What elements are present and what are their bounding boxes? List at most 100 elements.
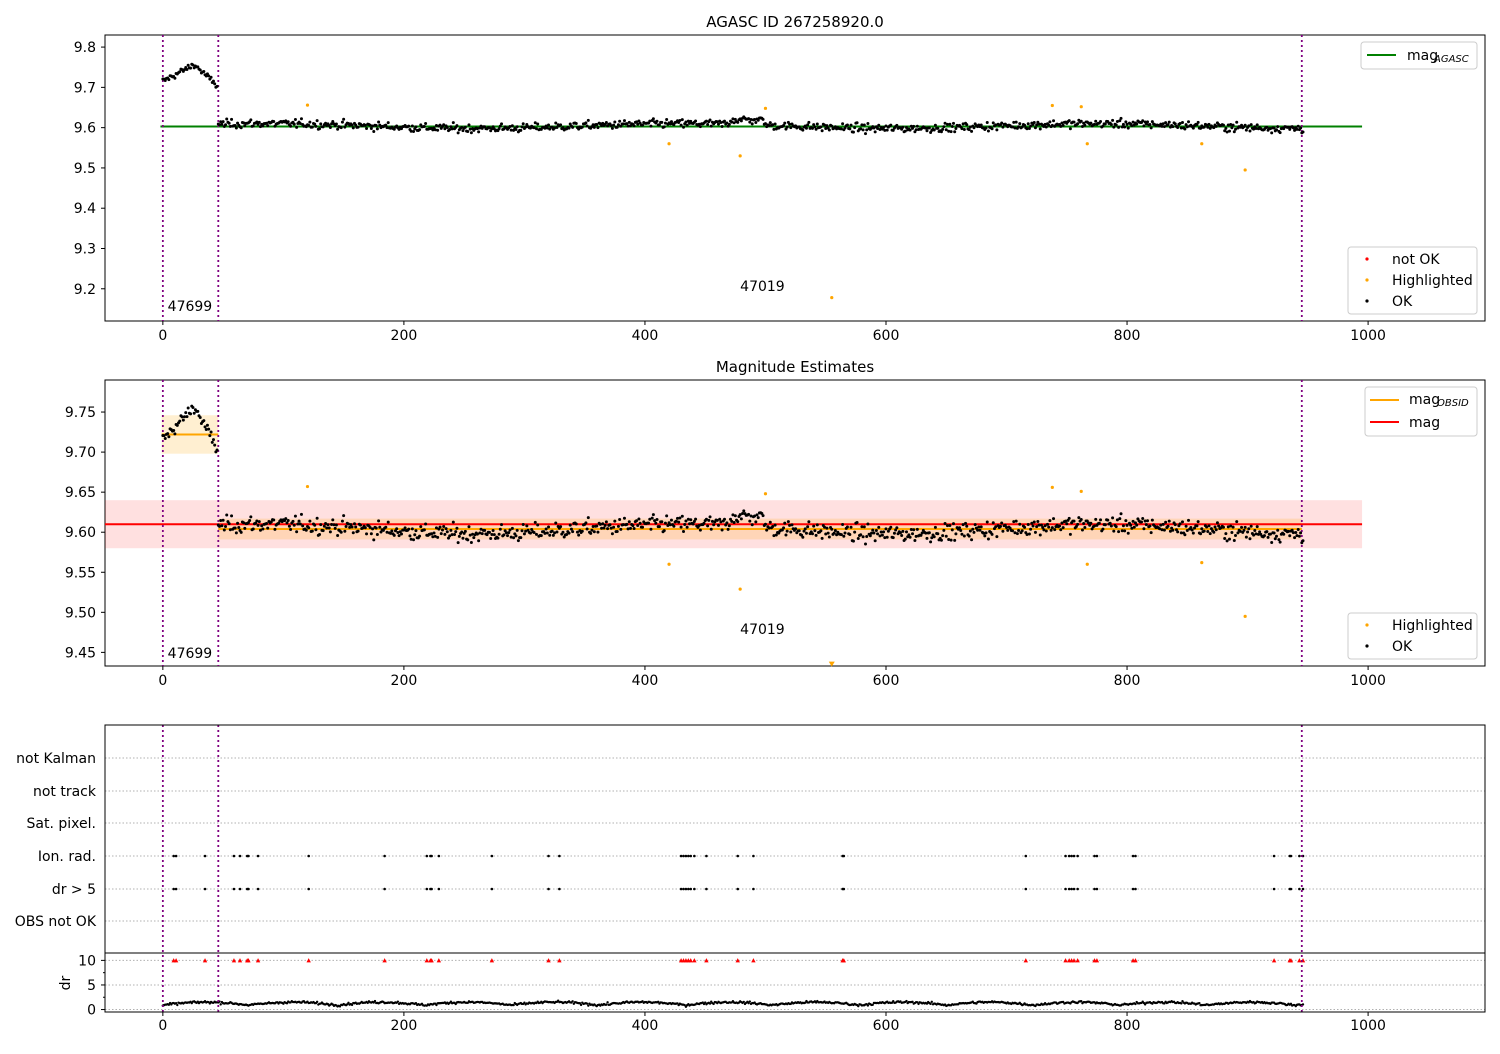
dr-point — [605, 1003, 608, 1006]
ok-point — [585, 124, 589, 128]
dr-offscale-marker — [1063, 958, 1068, 963]
ok-point — [898, 531, 902, 535]
ok-point — [1130, 124, 1134, 128]
ok-point — [1254, 126, 1258, 130]
dr-point — [347, 1001, 350, 1005]
ok-point — [904, 125, 908, 129]
dr-point — [606, 1001, 609, 1004]
ok-point — [824, 532, 828, 536]
ok-point — [649, 527, 653, 531]
ok-point — [297, 519, 301, 523]
ok-point — [907, 533, 911, 537]
ok-point — [547, 525, 551, 529]
ok-point — [991, 521, 995, 525]
ok-point — [761, 117, 765, 121]
ok-point — [225, 117, 229, 121]
ok-point — [532, 126, 536, 130]
flag-mark — [682, 854, 685, 858]
flag-mark — [752, 854, 755, 858]
ok-point — [862, 525, 866, 529]
ok-point — [374, 526, 378, 530]
ok-point — [1079, 518, 1083, 522]
ok-point — [925, 129, 929, 133]
dr-offscale-marker — [489, 958, 495, 963]
ok-point — [273, 527, 277, 531]
dr-point — [578, 1002, 582, 1005]
ok-point — [1129, 523, 1133, 527]
ok-point — [251, 527, 255, 531]
ok-point — [586, 516, 590, 520]
ok-point — [655, 518, 659, 522]
ok-point — [1249, 123, 1253, 127]
highlighted-point — [305, 484, 310, 489]
ok-point — [443, 127, 447, 131]
ok-point — [936, 126, 940, 130]
ok-point — [469, 540, 473, 544]
ok-point — [860, 123, 864, 127]
ok-point — [1033, 126, 1037, 130]
ok-point — [390, 529, 394, 533]
ok-point — [1183, 127, 1187, 131]
ok-point — [691, 522, 695, 526]
ok-point — [924, 531, 928, 535]
ok-point — [1173, 523, 1177, 527]
ok-point — [211, 438, 215, 442]
dr-point — [748, 1000, 752, 1003]
ok-point — [584, 121, 588, 125]
ok-point — [954, 532, 958, 536]
ok-point — [884, 124, 888, 128]
ok-point — [1130, 526, 1134, 530]
ok-point — [954, 126, 958, 130]
ok-point — [708, 118, 712, 122]
ok-point — [1290, 528, 1294, 532]
ok-point — [944, 534, 948, 538]
ok-point — [1015, 532, 1019, 536]
ok-point — [1291, 531, 1295, 535]
ok-point — [1294, 530, 1298, 534]
ok-point — [374, 124, 378, 128]
ok-point — [970, 129, 974, 133]
ok-point — [804, 531, 808, 535]
ok-point — [339, 530, 343, 534]
ok-point — [1053, 528, 1057, 532]
y-tick-label: 9.55 — [65, 565, 96, 581]
highlighted-point — [1200, 561, 1204, 565]
ok-point — [215, 448, 219, 452]
ok-point — [1038, 127, 1042, 131]
ok-point — [385, 530, 389, 534]
dr-point — [1198, 1001, 1201, 1005]
ok-point — [756, 516, 760, 520]
ok-point — [1225, 539, 1229, 543]
ok-point — [460, 530, 464, 534]
ok-point — [731, 513, 735, 517]
dr-offscale-marker — [424, 958, 429, 963]
ok-point — [461, 536, 465, 540]
ok-point — [849, 525, 853, 529]
ok-point — [205, 423, 209, 427]
ok-point — [1209, 527, 1213, 531]
flag-mark — [425, 854, 429, 858]
ok-point — [959, 529, 963, 533]
ok-point — [1148, 524, 1152, 528]
ok-point — [1208, 532, 1212, 536]
ok-point — [1112, 529, 1116, 533]
ok-point — [1079, 119, 1083, 123]
ok-point — [219, 518, 223, 522]
ok-point — [704, 517, 708, 521]
ok-point — [1032, 120, 1036, 124]
ok-point — [736, 120, 740, 124]
ok-point — [1106, 518, 1110, 522]
ok-point — [1296, 528, 1300, 532]
ok-point — [524, 125, 528, 129]
flag-mark — [1093, 854, 1096, 858]
dr-offscale-marker — [436, 958, 442, 963]
ok-point — [947, 129, 951, 133]
ok-point — [444, 527, 448, 531]
ok-point — [823, 525, 827, 529]
dr-point — [930, 1000, 933, 1004]
ok-point — [950, 528, 954, 532]
flag-mark — [307, 854, 310, 858]
ok-point — [739, 517, 743, 521]
ok-point — [509, 535, 513, 539]
ok-point — [202, 419, 206, 423]
